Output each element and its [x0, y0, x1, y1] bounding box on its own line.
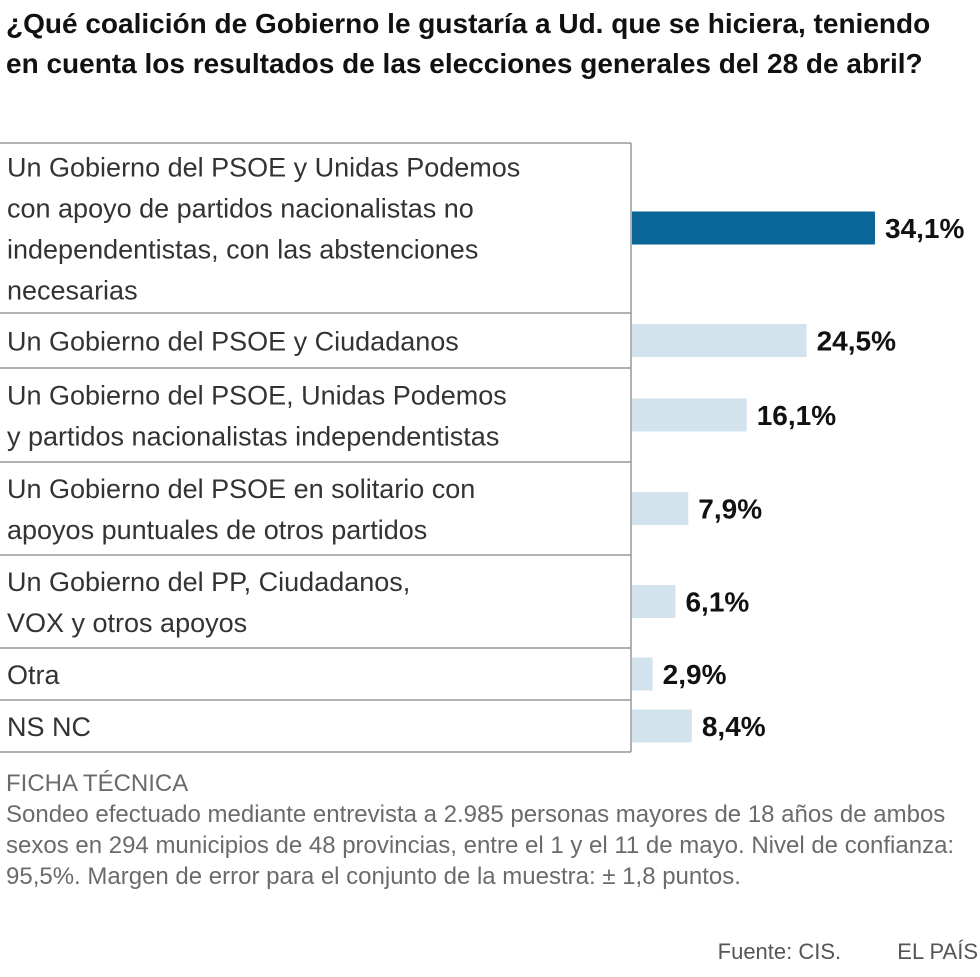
value-label: 24,5% — [817, 326, 896, 357]
category-label-line: Un Gobierno del PSOE y Ciudadanos — [7, 327, 459, 357]
category-label: NS NC — [7, 712, 91, 742]
category-label: Un Gobierno del PSOE en solitario con apo… — [7, 474, 475, 545]
bar-chart: Un Gobierno del PSOE y Unidas Podemos con… — [0, 142, 964, 753]
category-label-line: VOX y otros apoyos — [7, 608, 247, 638]
chart-title: ¿Qué coalición de Gobierno le gustaría a… — [6, 8, 931, 79]
value-label: 16,1% — [757, 400, 836, 431]
category-label-line: Un Gobierno del PP, Ciudadanos, — [7, 567, 410, 597]
value-label: 34,1% — [885, 213, 964, 244]
bar — [632, 398, 747, 432]
footer: Fuente: CIS. EL PAÍS — [718, 939, 978, 965]
category-label-line: independentistas, con las abstenciones — [7, 235, 478, 265]
technical-sheet-text: Sondeo efectuado mediante entrevista a 2… — [6, 801, 955, 890]
category-label-line: con apoyo de partidos nacionalistas no — [7, 194, 474, 224]
bar — [632, 709, 692, 743]
bar — [632, 211, 875, 245]
category-label-line: apoyos puntuales de otros partidos — [7, 515, 427, 545]
bar — [632, 492, 689, 525]
category-label-line: necesarias — [7, 276, 138, 306]
source-label: Fuente: CIS. — [717, 939, 842, 964]
bar — [632, 324, 807, 357]
value-label: 2,9% — [663, 659, 727, 690]
value-label: 7,9% — [698, 494, 762, 525]
category-label: Un Gobierno del PSOE y Ciudadanos — [7, 327, 459, 357]
technical-sheet-title: FICHA TÉCNICA — [6, 770, 189, 797]
category-label: Un Gobierno del PP, Ciudadanos, VOX y otr… — [7, 567, 410, 638]
category-label: Un Gobierno del PSOE y Unidas Podemos con… — [7, 153, 520, 306]
bar — [632, 585, 676, 618]
category-label-line: Un Gobierno del PSOE y Unidas Podemos — [7, 153, 520, 183]
brand-logo: EL PAÍS — [897, 939, 978, 964]
value-label: 8,4% — [702, 711, 766, 742]
category-label: Un Gobierno del PSOE, Unidas Podemos y pa… — [7, 381, 507, 452]
value-label: 6,1% — [685, 587, 749, 618]
category-label-line: Otra — [7, 660, 60, 690]
category-label: Otra — [7, 660, 60, 690]
category-label-line: y partidos nacionalistas independentista… — [7, 422, 499, 452]
category-label-line: NS NC — [7, 712, 91, 742]
category-label-line: Un Gobierno del PSOE en solitario con — [7, 474, 475, 504]
technical-sheet: FICHA TÉCNICA Sondeo efectuado mediante … — [6, 768, 978, 892]
bar — [632, 657, 653, 691]
category-label-line: Un Gobierno del PSOE, Unidas Podemos — [7, 381, 507, 411]
